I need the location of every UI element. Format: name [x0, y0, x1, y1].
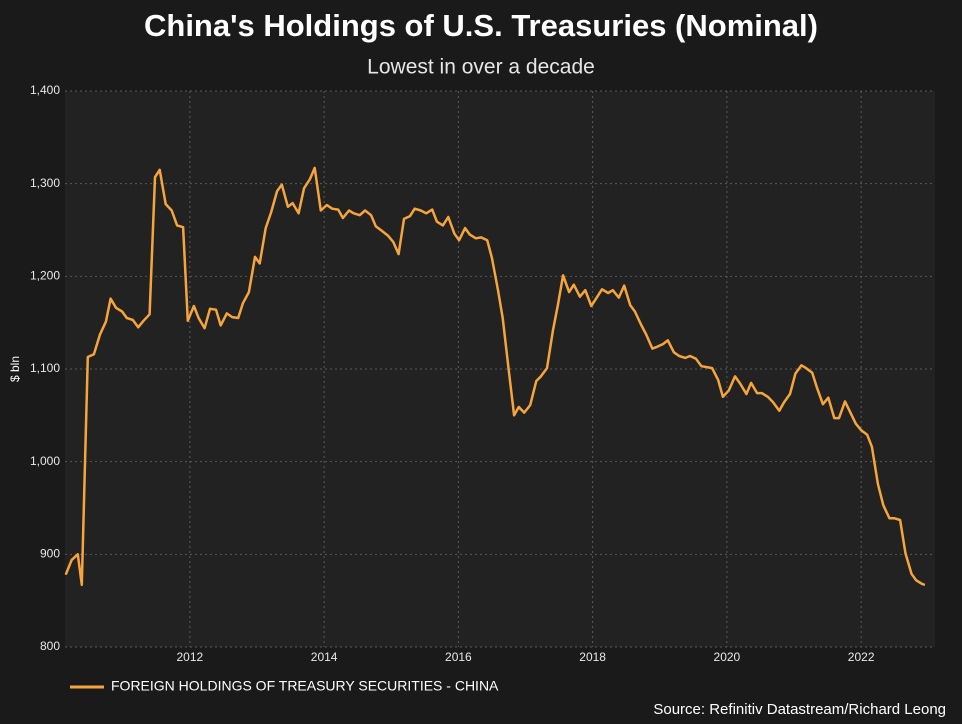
x-tick-label: 2022 [848, 650, 875, 664]
y-tick-label: 1,000 [30, 454, 60, 468]
y-tick-label: 1,100 [30, 361, 60, 375]
y-tick-label: 800 [40, 639, 60, 653]
chart-subtitle: Lowest in over a decade [367, 56, 595, 79]
y-tick-label: 1,200 [30, 269, 60, 283]
legend-label: FOREIGN HOLDINGS OF TREASURY SECURITIES … [111, 678, 499, 694]
source: Source: Refinitiv Datastream/Richard Leo… [653, 701, 946, 718]
chart-title: China's Holdings of U.S. Treasuries (Nom… [144, 8, 818, 43]
x-tick-label: 2018 [579, 650, 606, 664]
y-tick-label: 900 [40, 547, 60, 561]
x-tick-label: 2020 [714, 650, 741, 664]
x-tick-label: 2014 [311, 650, 338, 664]
y-tick-label: 1,400 [30, 83, 60, 97]
series-line [64, 166, 926, 587]
x-tick-label: 2016 [445, 650, 472, 664]
y-axis-label: $ bln [8, 356, 22, 382]
y-tick-label: 1,300 [30, 176, 60, 190]
x-tick-label: 2012 [177, 650, 204, 664]
